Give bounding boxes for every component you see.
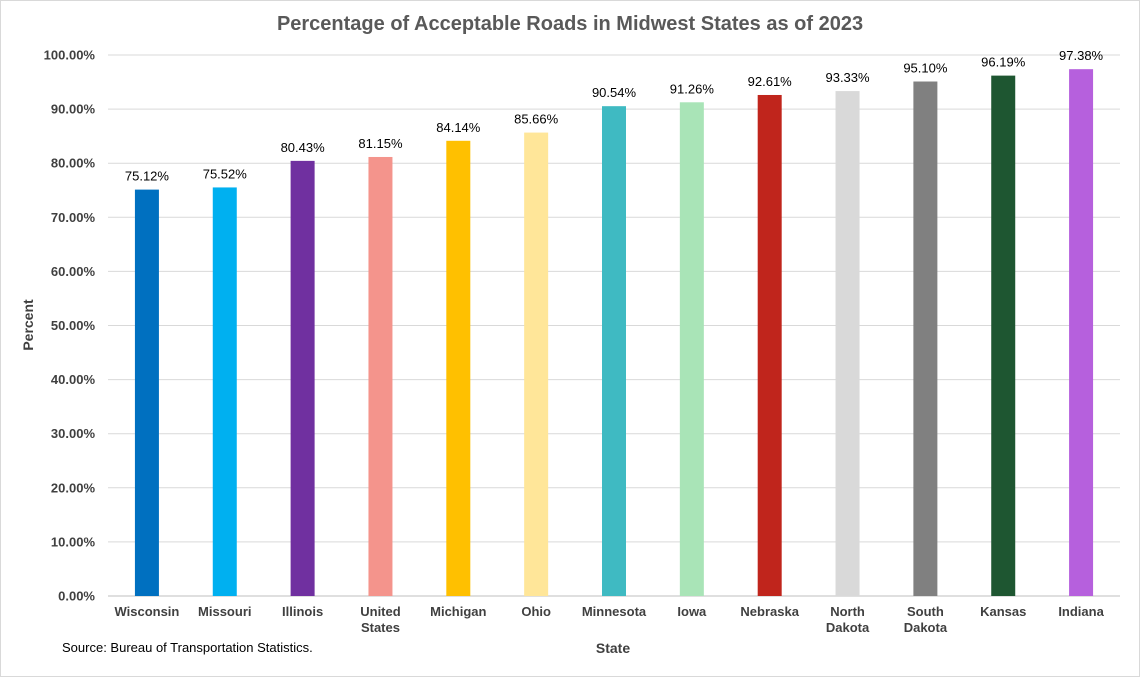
x-tick-label: Ohio (521, 604, 551, 619)
data-label: 75.12% (125, 169, 170, 184)
x-tick-label: South Dakota (904, 604, 948, 635)
x-axis-ticks: Wisconsin Missouri Illinois United States Mic… (114, 604, 1104, 635)
data-label: 81.15% (358, 136, 403, 151)
y-tick-label: 90.00% (51, 102, 96, 117)
bar (835, 91, 860, 596)
bar (679, 102, 704, 597)
data-label: 90.54% (592, 85, 637, 100)
x-tick-label: Missouri (198, 604, 251, 619)
x-tick-label: Wisconsin (114, 604, 179, 619)
bar (524, 132, 549, 596)
chart-title: Percentage of Acceptable Roads in Midwes… (277, 13, 863, 35)
x-tick-label: Kansas (980, 604, 1026, 619)
y-tick-label: 40.00% (51, 372, 96, 387)
data-label: 80.43% (281, 140, 326, 155)
data-label: 96.19% (981, 55, 1026, 70)
y-axis-title: Percent (20, 299, 36, 351)
x-tick-label: Iowa (677, 604, 707, 619)
x-tick-label: Minnesota (582, 604, 647, 619)
y-axis-ticks: 0.00% 10.00% 20.00% 30.00% 40.00% 50.00% 60.00… (44, 48, 96, 604)
data-label: 75.52% (203, 166, 248, 181)
data-label: 85.66% (514, 112, 559, 127)
y-tick-label: 50.00% (51, 318, 96, 333)
bar (991, 75, 1016, 596)
source-note: Source: Bureau of Transportation Statist… (62, 640, 313, 655)
bar (757, 94, 782, 597)
y-tick-label: 100.00% (44, 48, 96, 63)
bar (446, 140, 471, 596)
bar (290, 160, 315, 596)
y-tick-label: 0.00% (58, 589, 95, 604)
data-label: 91.26% (670, 81, 715, 96)
x-tick-label: Nebraska (740, 604, 799, 619)
data-label: 97.38% (1059, 48, 1104, 63)
y-tick-label: 20.00% (51, 480, 96, 495)
bar (1069, 69, 1094, 597)
bar (368, 156, 393, 596)
data-label: 95.10% (903, 61, 948, 76)
y-tick-label: 70.00% (51, 210, 96, 225)
data-label: 93.33% (825, 70, 870, 85)
bar (134, 189, 159, 596)
x-tick-label: Indiana (1058, 604, 1104, 619)
data-label: 92.61% (748, 74, 793, 89)
y-tick-label: 60.00% (51, 264, 96, 279)
bar (212, 187, 237, 596)
x-tick-label: North Dakota (826, 604, 870, 635)
bars (134, 69, 1094, 597)
data-labels: 75.12% 75.52% 80.43% 81.15% 84.14% 85.66% 90.5… (125, 48, 1104, 183)
y-tick-label: 30.00% (51, 426, 96, 441)
bar (913, 81, 938, 596)
x-axis-title: State (596, 640, 630, 656)
data-label: 84.14% (436, 120, 481, 135)
x-tick-label: Michigan (430, 604, 486, 619)
y-tick-label: 10.00% (51, 534, 96, 549)
x-tick-label: Illinois (282, 604, 323, 619)
y-tick-label: 80.00% (51, 156, 96, 171)
bar (602, 106, 626, 597)
x-tick-label: United States (360, 604, 401, 635)
